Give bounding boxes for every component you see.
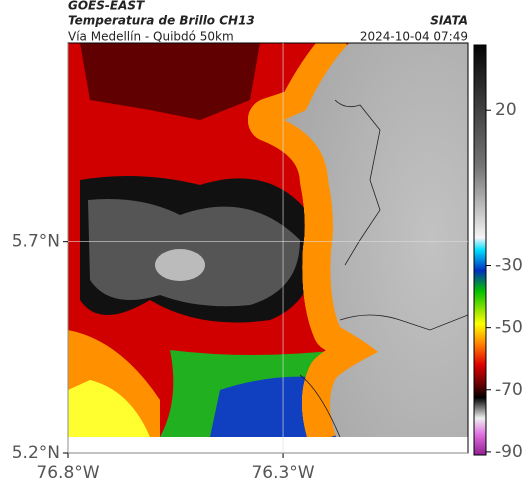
colorbar-tick-label: -30 [495, 256, 523, 276]
colorbar [473, 44, 487, 456]
organization: SIATA [430, 14, 468, 28]
y-tick-label: 5.2°N [12, 443, 60, 463]
colorbar-tick-label: 20 [495, 100, 517, 120]
colorbar-tick-label: -90 [495, 442, 523, 462]
x-tick-label: 76.3°W [251, 463, 314, 483]
y-tick-label: 5.7°N [12, 232, 60, 252]
timestamp: 2024-10-04 07:49 [360, 30, 468, 44]
x-tick-label: 76.8°W [36, 463, 99, 483]
source: GOES-EAST [68, 0, 145, 13]
satellite-image [68, 43, 468, 437]
colorbar-tick-label: -70 [495, 380, 523, 400]
product: Temperatura de Brillo CH13 [68, 14, 255, 28]
colorbar-tick-label: -50 [495, 318, 523, 338]
route: Vía Medellín - Quibdó 50km [68, 30, 234, 44]
